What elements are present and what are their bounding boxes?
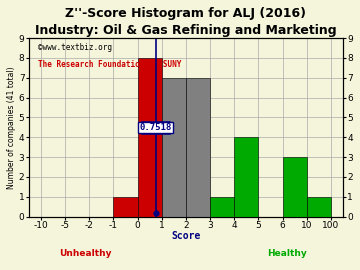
Bar <box>162 78 186 217</box>
Text: Healthy: Healthy <box>267 249 306 258</box>
Bar <box>283 157 307 217</box>
Bar <box>138 58 162 217</box>
Bar <box>307 197 331 217</box>
Text: Unhealthy: Unhealthy <box>59 249 112 258</box>
Title: Z''-Score Histogram for ALJ (2016)
Industry: Oil & Gas Refining and Marketing: Z''-Score Histogram for ALJ (2016) Indus… <box>35 7 337 37</box>
Y-axis label: Number of companies (41 total): Number of companies (41 total) <box>7 66 16 189</box>
Text: 0.7518: 0.7518 <box>140 123 172 132</box>
X-axis label: Score: Score <box>171 231 201 241</box>
Bar <box>113 197 138 217</box>
Text: The Research Foundation of SUNY: The Research Foundation of SUNY <box>38 59 181 69</box>
Text: ©www.textbiz.org: ©www.textbiz.org <box>38 43 112 52</box>
Bar <box>234 137 258 217</box>
Bar <box>186 78 210 217</box>
Bar <box>210 197 234 217</box>
